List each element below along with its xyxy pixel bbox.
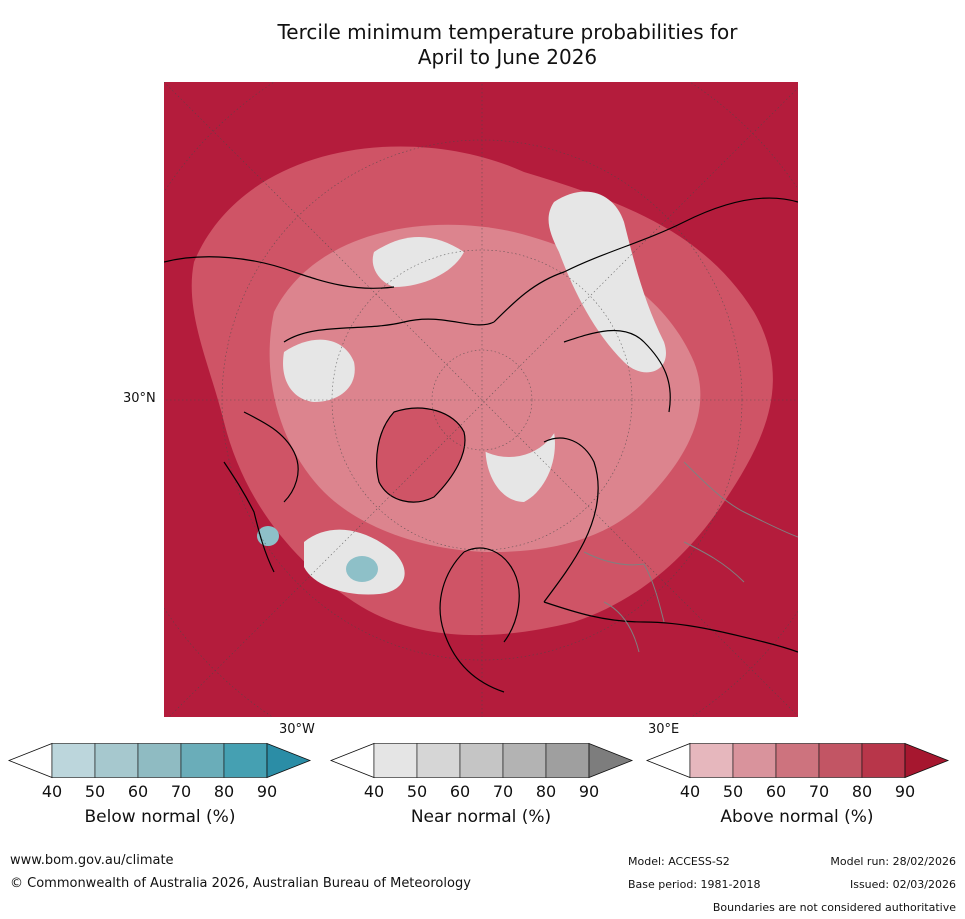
colorbar-high-extension <box>266 742 312 779</box>
colorbar-low-extension <box>7 742 53 779</box>
colorbar-segment <box>373 743 418 778</box>
colorbar-segment <box>94 743 139 778</box>
colorbar-segment <box>545 743 590 778</box>
region-below-normal-labrador <box>257 526 279 546</box>
polar-probability-map <box>164 82 798 717</box>
graticule <box>164 82 798 717</box>
colorbar-segment <box>818 743 863 778</box>
colorbar-title-above-normal: Above normal (%) <box>720 807 874 827</box>
colorbar-low-extension <box>329 742 375 779</box>
colorbar-svg <box>329 742 634 779</box>
colorbar-title-below-normal: Below normal (%) <box>84 807 236 827</box>
colorbar-high-extension <box>904 742 950 779</box>
greenland-landmass <box>376 407 466 503</box>
colorbar-tick-label: 60 <box>127 782 149 801</box>
colorbar-tick-label: 80 <box>851 782 873 801</box>
footer-issued: Issued: 02/03/2026 <box>849 878 956 891</box>
longitude-label-30w: 30°W <box>279 722 315 737</box>
colorbar-tick-label: 40 <box>41 782 63 801</box>
colorbar-tick-label: 70 <box>808 782 830 801</box>
colorbar-segment <box>416 743 461 778</box>
colorbar-low-extension <box>645 742 691 779</box>
footer-copyright: © Commonwealth of Australia 2026, Austra… <box>10 876 471 891</box>
colorbar-segment <box>51 743 96 778</box>
title-line-2: April to June 2026 <box>417 45 598 69</box>
colorbar-tick-label: 80 <box>535 782 557 801</box>
colorbar-tick-label: 40 <box>679 782 701 801</box>
longitude-label-30e: 30°E <box>648 722 680 737</box>
colorbar-tick-label: 80 <box>213 782 235 801</box>
footer-model-run: Model run: 28/02/2026 <box>830 855 956 868</box>
colorbar-segment <box>180 743 225 778</box>
north-pole-region <box>454 347 564 457</box>
colorbar-segment <box>775 743 820 778</box>
colorbar-tick-label: 70 <box>492 782 514 801</box>
colorbar-segment <box>223 743 268 778</box>
region-near-normal-russia <box>548 191 666 373</box>
colorbar-title-near-normal: Near normal (%) <box>410 807 552 827</box>
colorbar-segment <box>689 743 734 778</box>
colorbar-below-normal <box>7 742 312 779</box>
colorbar-tick-label: 90 <box>578 782 600 801</box>
footer-model: Model: ACCESS-S2 <box>628 855 730 868</box>
colorbar-near-normal <box>329 742 634 779</box>
footer-disclaimer: Boundaries are not considered authoritat… <box>712 901 956 914</box>
colorbar-segment <box>137 743 182 778</box>
region-below-normal-atlantic <box>346 556 378 582</box>
colorbar-segment <box>861 743 906 778</box>
footer-base-period: Base period: 1981-2018 <box>628 878 761 891</box>
colorbar-above-normal <box>645 742 950 779</box>
colorbar-tick-label: 90 <box>256 782 278 801</box>
colorbar-segment <box>459 743 504 778</box>
colorbar-tick-label: 50 <box>84 782 106 801</box>
chart-title: Tercile minimum temperature probabilitie… <box>150 20 865 70</box>
region-near-normal-arctic-canada <box>283 339 355 402</box>
colorbar-high-extension <box>588 742 634 779</box>
region-near-normal-alaska <box>372 237 464 287</box>
title-line-1: Tercile minimum temperature probabilitie… <box>277 20 738 44</box>
latitude-label-30n: 30°N <box>123 391 156 406</box>
coastlines <box>164 197 798 693</box>
colorbar-segment <box>502 743 547 778</box>
colorbar-tick-label: 40 <box>363 782 385 801</box>
colorbar-tick-label: 50 <box>406 782 428 801</box>
colorbar-segment <box>732 743 777 778</box>
colorbar-svg <box>7 742 312 779</box>
colorbar-tick-label: 60 <box>449 782 471 801</box>
colorbar-tick-label: 50 <box>722 782 744 801</box>
colorbar-tick-label: 90 <box>894 782 916 801</box>
borders <box>583 461 798 653</box>
colorbar-tick-label: 60 <box>765 782 787 801</box>
colorbar-svg <box>645 742 950 779</box>
footer-url[interactable]: www.bom.gov.au/climate <box>10 853 174 868</box>
colorbar-tick-label: 70 <box>170 782 192 801</box>
